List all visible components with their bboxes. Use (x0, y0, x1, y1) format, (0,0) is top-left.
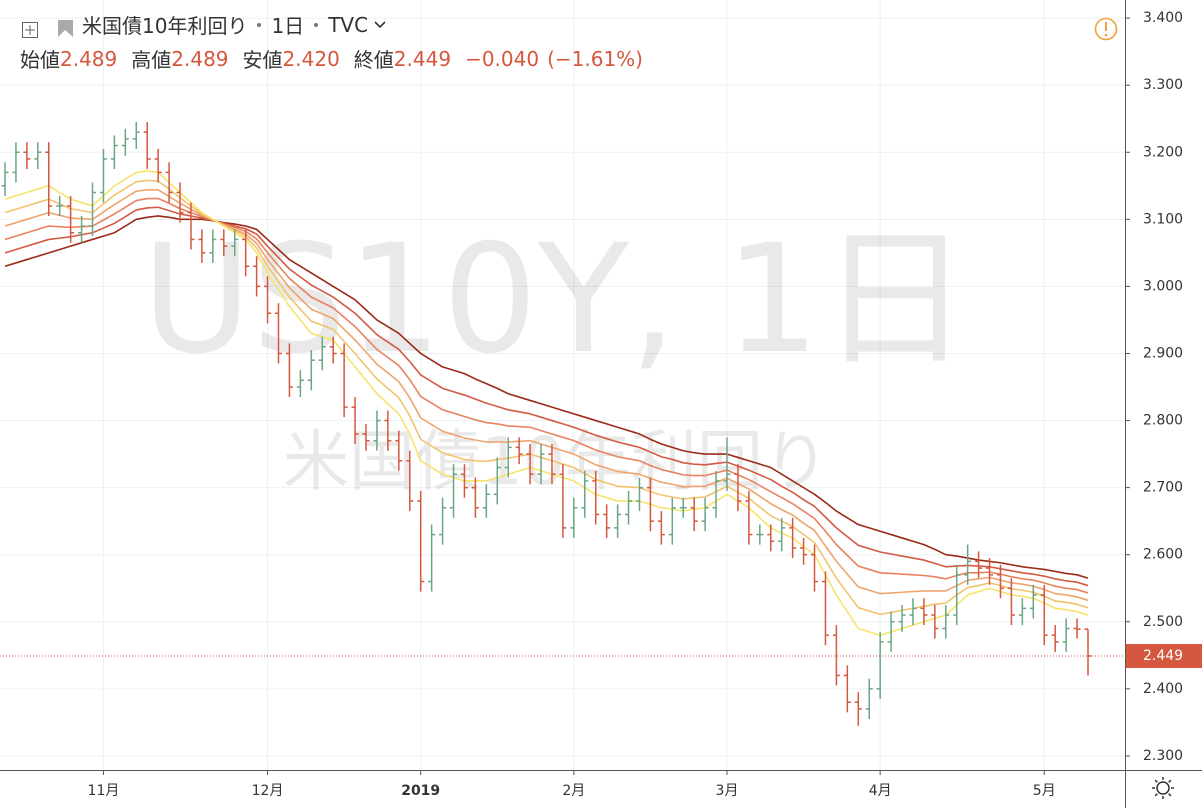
ma-line (4, 170, 1089, 636)
chevron (374, 20, 386, 28)
y-tick-label: 2.400 (1143, 681, 1183, 697)
symbol-row[interactable]: 米国債10年利回り 1日 TVC (82, 10, 387, 39)
change-percent: (−1.61%) (547, 46, 643, 71)
x-tick-label: 2019 (401, 783, 440, 799)
watermark: US10Y, 1日 (142, 213, 970, 387)
ma-line (4, 215, 1089, 579)
y-tick-label: 3.100 (1143, 211, 1183, 227)
low-value: 2.420 (282, 46, 340, 71)
ma-line (4, 179, 1089, 616)
ohlc-legend: 始値 2.489 高値 2.489 安値 2.420 終値 2.449 −0.0… (20, 44, 657, 73)
y-tick-label: 2.700 (1143, 480, 1183, 496)
ma-line (4, 189, 1089, 602)
warning-circle (1094, 17, 1118, 41)
settings-icon[interactable] (1152, 777, 1174, 799)
x-tick-label: 2月 (562, 783, 585, 799)
x-tick-label: 11月 (88, 783, 120, 799)
change-value: −0.040 (465, 46, 540, 71)
open-value: 2.489 (60, 46, 118, 71)
x-tick-label: 12月 (252, 783, 284, 799)
axes: 2.300 2.400 2.500 2.600 2.700 2.800 2.900 3.000… (88, 10, 1202, 799)
y-tick-label: 2.800 (1143, 413, 1183, 429)
gear-tooth (1154, 779, 1158, 783)
y-tick-label: 2.500 (1143, 614, 1183, 630)
x-tick-label: 5月 (1033, 783, 1056, 799)
gear-tooth (1154, 793, 1158, 797)
open-label: 始値 (20, 48, 60, 72)
interval: 1日 (271, 14, 305, 38)
last-price-label: 2.449 (1143, 648, 1183, 664)
y-tick-label: 2.600 (1143, 547, 1183, 563)
gear-ring (1156, 781, 1170, 795)
ma-line (4, 197, 1089, 594)
flag-icon[interactable] (58, 20, 73, 37)
y-tick-label: 2.900 (1143, 345, 1183, 361)
source: TVC (328, 12, 369, 37)
gear-tooth (1168, 779, 1172, 783)
x-tick-label: 4月 (869, 783, 892, 799)
warning-dot (1104, 33, 1108, 37)
separator (314, 22, 319, 27)
high-value: 2.489 (171, 46, 229, 71)
y-tick-label: 2.300 (1143, 748, 1183, 764)
separator (257, 22, 262, 27)
y-tick-label: 3.000 (1143, 278, 1183, 294)
expand-icon[interactable] (22, 22, 38, 38)
expand-box (22, 22, 38, 38)
warning-icon[interactable] (1094, 17, 1118, 41)
y-tick-label: 3.300 (1143, 77, 1183, 93)
y-tick-label: 3.400 (1143, 10, 1183, 26)
high-label: 高値 (131, 48, 172, 72)
low-label: 安値 (242, 48, 283, 72)
x-tick-label: 3月 (716, 783, 739, 799)
y-tick-label: 3.200 (1143, 144, 1183, 160)
symbol-title: 米国債10年利回り (82, 14, 248, 38)
close-label: 終値 (353, 48, 394, 72)
ma-line (4, 206, 1089, 587)
gear-tooth (1168, 793, 1172, 797)
last-price-badge (1126, 643, 1202, 668)
plot-area (0, 122, 1125, 726)
close-value: 2.449 (393, 46, 452, 71)
